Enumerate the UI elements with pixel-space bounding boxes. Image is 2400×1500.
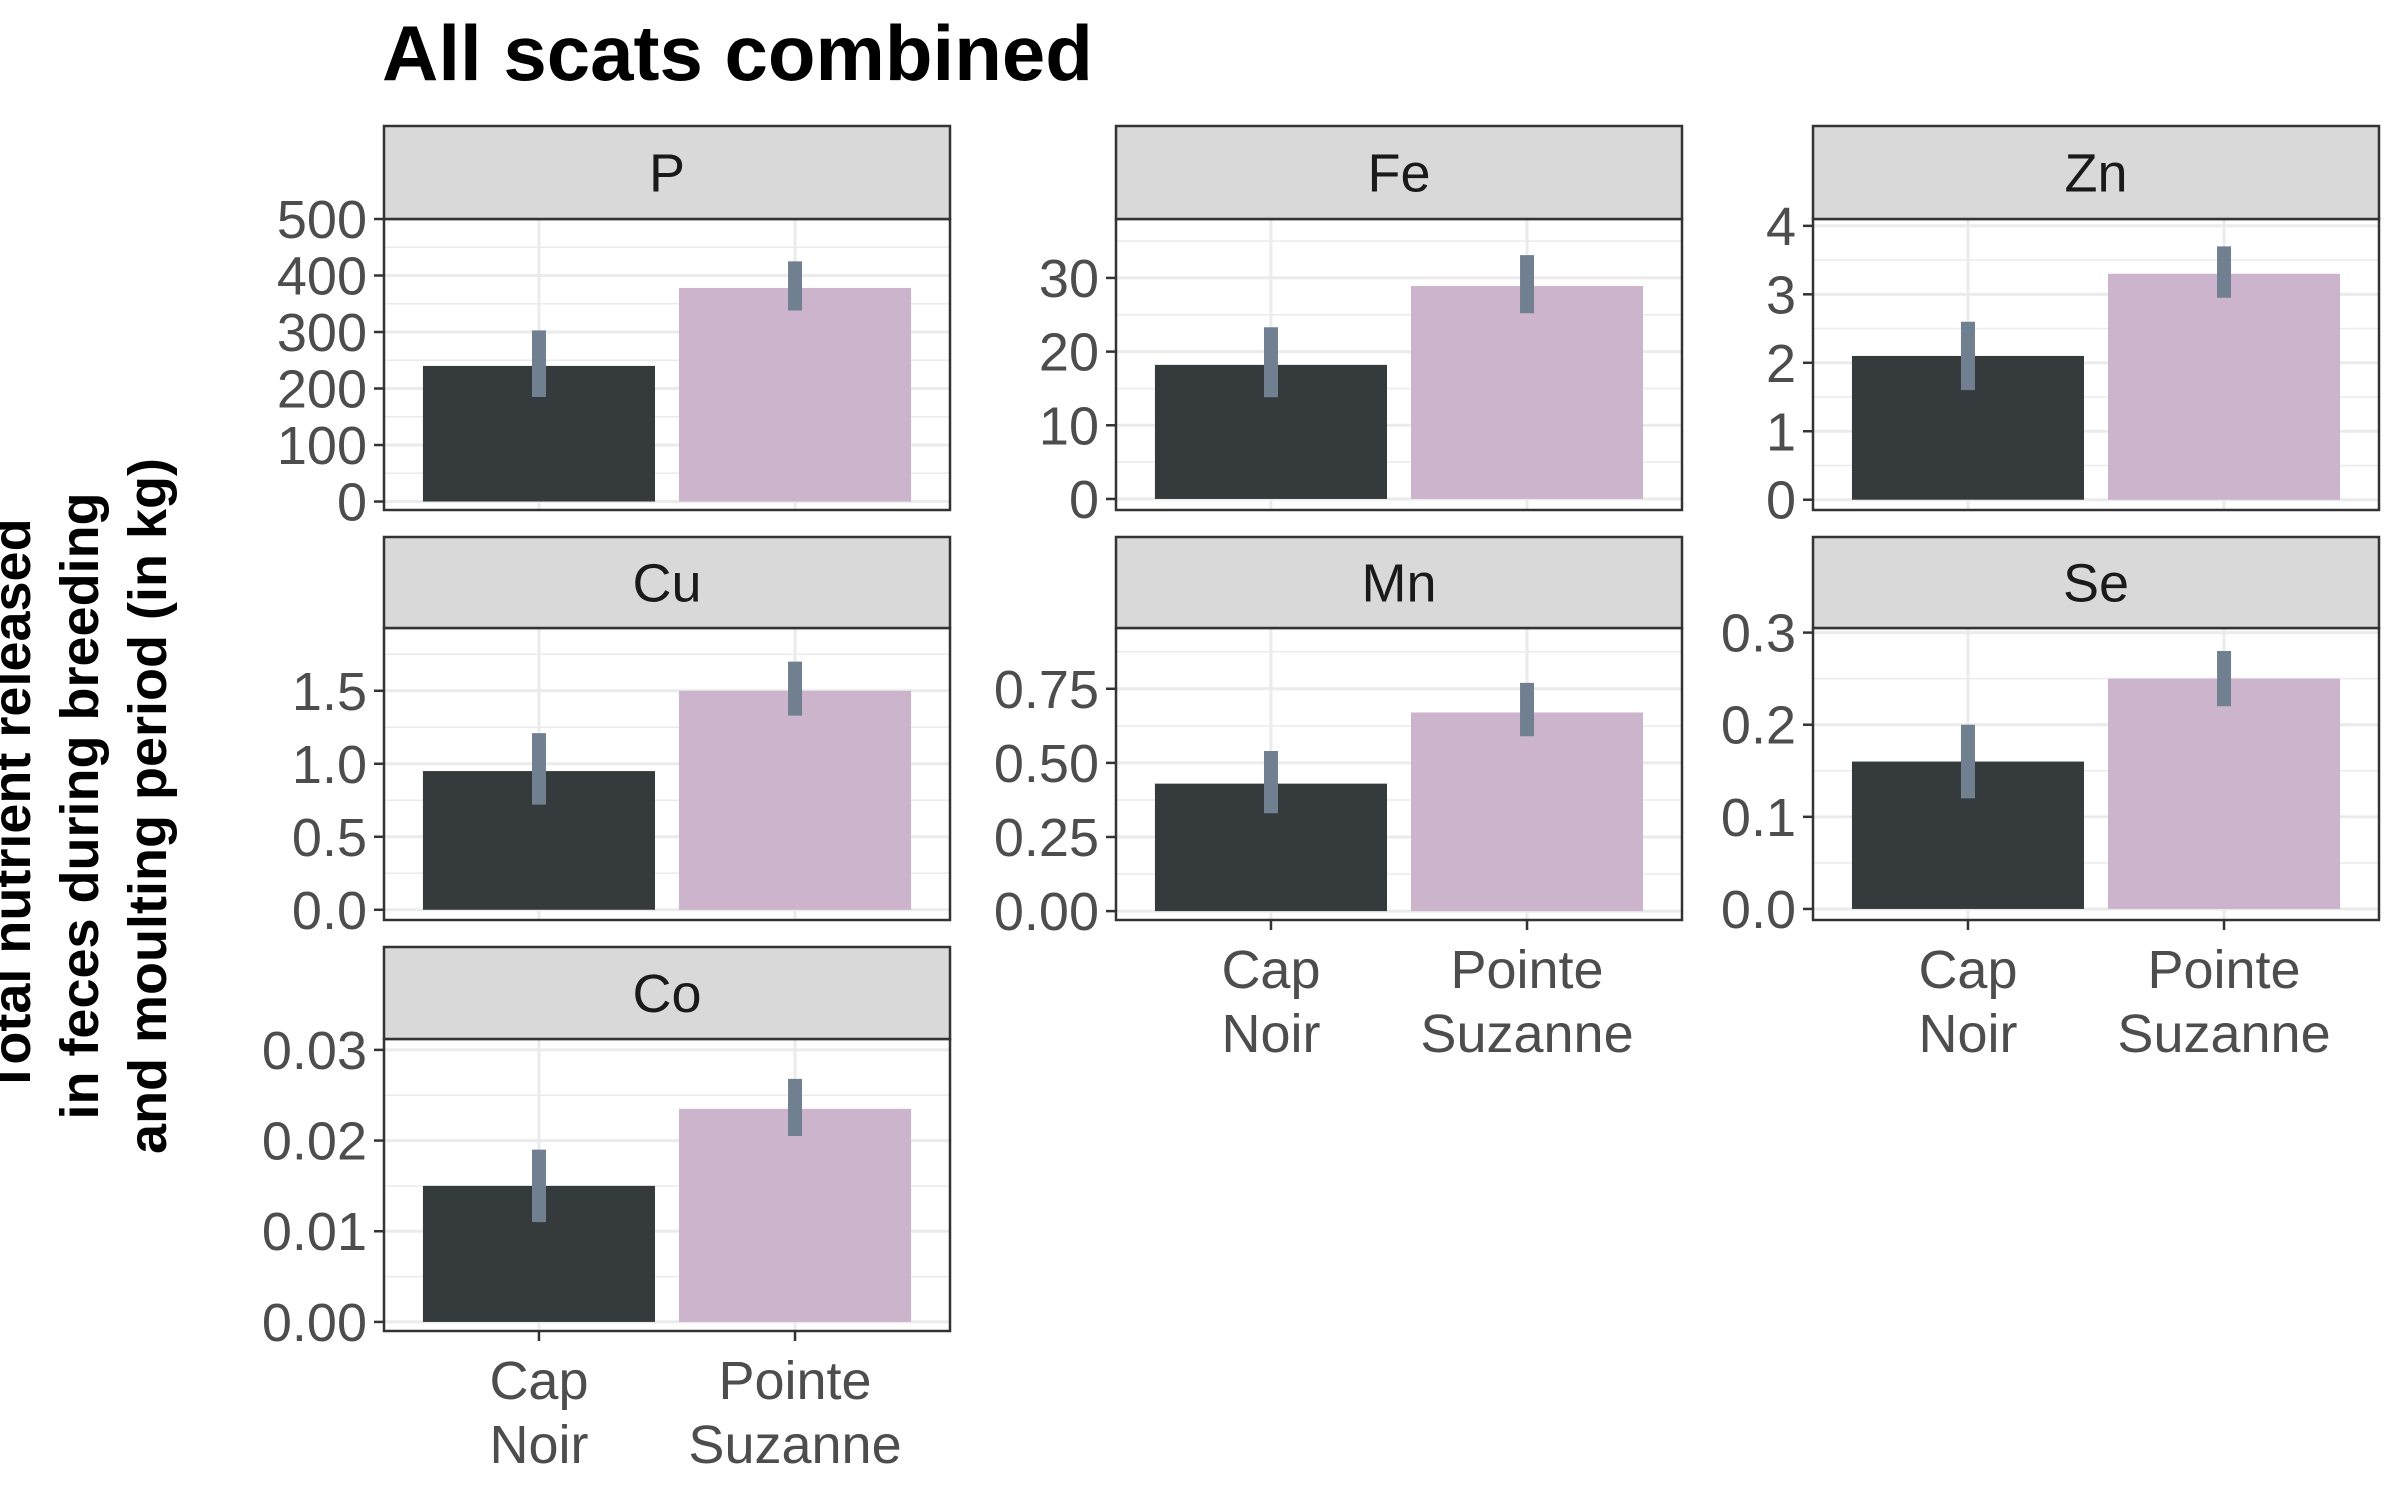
y-axis-label-line: in feces during breeding bbox=[50, 492, 110, 1119]
chart-title: All scats combined bbox=[382, 9, 1093, 97]
facet-strip bbox=[1114, 124, 1684, 221]
facet-strip-label: Co bbox=[632, 964, 701, 1024]
facet-strip-label: Cu bbox=[632, 554, 701, 614]
bar-pointe-suzanne bbox=[1410, 286, 1644, 499]
facet-strip-label: Mn bbox=[1361, 554, 1436, 614]
x-tick-label: Cap bbox=[1221, 940, 1320, 1000]
y-tick-label: 3 bbox=[1766, 265, 1796, 325]
y-tick-label: 4 bbox=[1766, 197, 1796, 257]
y-tick-label: 0.0 bbox=[1721, 880, 1796, 940]
x-tick-label: Suzanne bbox=[2117, 1004, 2330, 1064]
bar-pointe-suzanne bbox=[2107, 273, 2341, 500]
bar-pointe-suzanne bbox=[678, 690, 912, 910]
facet-panel-Cu: 0.0 0.5 1.0 1.5 Cu bbox=[292, 535, 952, 941]
y-tick-label: 0.2 bbox=[1721, 696, 1796, 756]
y-tick-label: 0.50 bbox=[994, 734, 1099, 794]
y-tick-label: 0 bbox=[1069, 470, 1099, 530]
facet-strip bbox=[1114, 535, 1684, 630]
y-tick-label: 0.02 bbox=[262, 1112, 367, 1172]
facet-strip-label: Zn bbox=[2064, 144, 2127, 204]
y-tick-label: 0.03 bbox=[262, 1021, 367, 1081]
y-axis-label: Total nutrient released in feces during b… bbox=[0, 458, 178, 1154]
x-tick-label: Pointe bbox=[1450, 940, 1603, 1000]
y-tick-label: 0.0 bbox=[292, 881, 367, 941]
y-tick-label: 20 bbox=[1039, 323, 1099, 383]
y-tick-label: 0.1 bbox=[1721, 788, 1796, 848]
y-tick-label: 2 bbox=[1766, 334, 1796, 394]
x-tick-label: Pointe bbox=[718, 1351, 871, 1411]
x-tick-label: Cap bbox=[1918, 940, 2017, 1000]
x-tick-label: Noir bbox=[489, 1415, 588, 1475]
y-tick-label: 0.00 bbox=[994, 882, 1099, 942]
y-tick-label: 1.0 bbox=[292, 735, 367, 795]
facet-strip-label: Fe bbox=[1367, 144, 1430, 204]
y-axis-label-line: Total nutrient released bbox=[0, 518, 42, 1093]
facet-strip bbox=[382, 945, 952, 1041]
bar-pointe-suzanne bbox=[1410, 712, 1644, 912]
y-tick-label: 0.00 bbox=[262, 1293, 367, 1353]
y-tick-label: 0.25 bbox=[994, 808, 1099, 868]
y-tick-label: 0.75 bbox=[994, 660, 1099, 720]
facet-strip bbox=[382, 535, 952, 630]
facet-panels: 0100200300400500P0102030Fe01234Zn0.00.51… bbox=[262, 124, 2381, 1475]
y-tick-label: 0.3 bbox=[1721, 604, 1796, 664]
y-tick-label: 30 bbox=[1039, 249, 1099, 309]
bar-pointe-suzanne bbox=[678, 287, 912, 502]
y-tick-label: 200 bbox=[277, 360, 367, 420]
y-tick-label: 1.5 bbox=[292, 662, 367, 722]
y-tick-label: 300 bbox=[277, 303, 367, 363]
x-tick-label: Pointe bbox=[2147, 940, 2300, 1000]
y-tick-label: 100 bbox=[277, 416, 367, 476]
x-tick-label: Suzanne bbox=[1420, 1004, 1633, 1064]
x-tick-label: Noir bbox=[1221, 1004, 1320, 1064]
y-tick-label: 1 bbox=[1766, 402, 1796, 462]
y-tick-label: 400 bbox=[277, 247, 367, 307]
bar-pointe-suzanne bbox=[678, 1108, 912, 1322]
y-tick-label: 0 bbox=[1766, 471, 1796, 531]
y-tick-label: 500 bbox=[277, 190, 367, 250]
y-tick-label: 0 bbox=[337, 473, 367, 533]
x-tick-label: Suzanne bbox=[688, 1415, 901, 1475]
facet-strip bbox=[382, 124, 952, 221]
y-axis-label-line: and moulting period (in kg) bbox=[118, 458, 178, 1154]
y-tick-label: 0.5 bbox=[292, 808, 367, 868]
facet-strip bbox=[1811, 535, 2381, 630]
x-tick-label: Noir bbox=[1918, 1004, 2017, 1064]
facet-strip bbox=[1811, 124, 2381, 221]
bar-pointe-suzanne bbox=[2107, 678, 2341, 909]
facet-strip-label: P bbox=[649, 144, 685, 204]
facet-panel-Zn: 0 1 2 3 4 Zn bbox=[1766, 124, 2381, 531]
y-tick-label: 10 bbox=[1039, 396, 1099, 456]
x-tick-label: Cap bbox=[489, 1351, 588, 1411]
y-tick-label: 0.01 bbox=[262, 1202, 367, 1262]
facet-strip-label: Se bbox=[2063, 554, 2129, 614]
facet-panel-Fe: 0 10 20 30 Fe bbox=[1039, 124, 1684, 530]
